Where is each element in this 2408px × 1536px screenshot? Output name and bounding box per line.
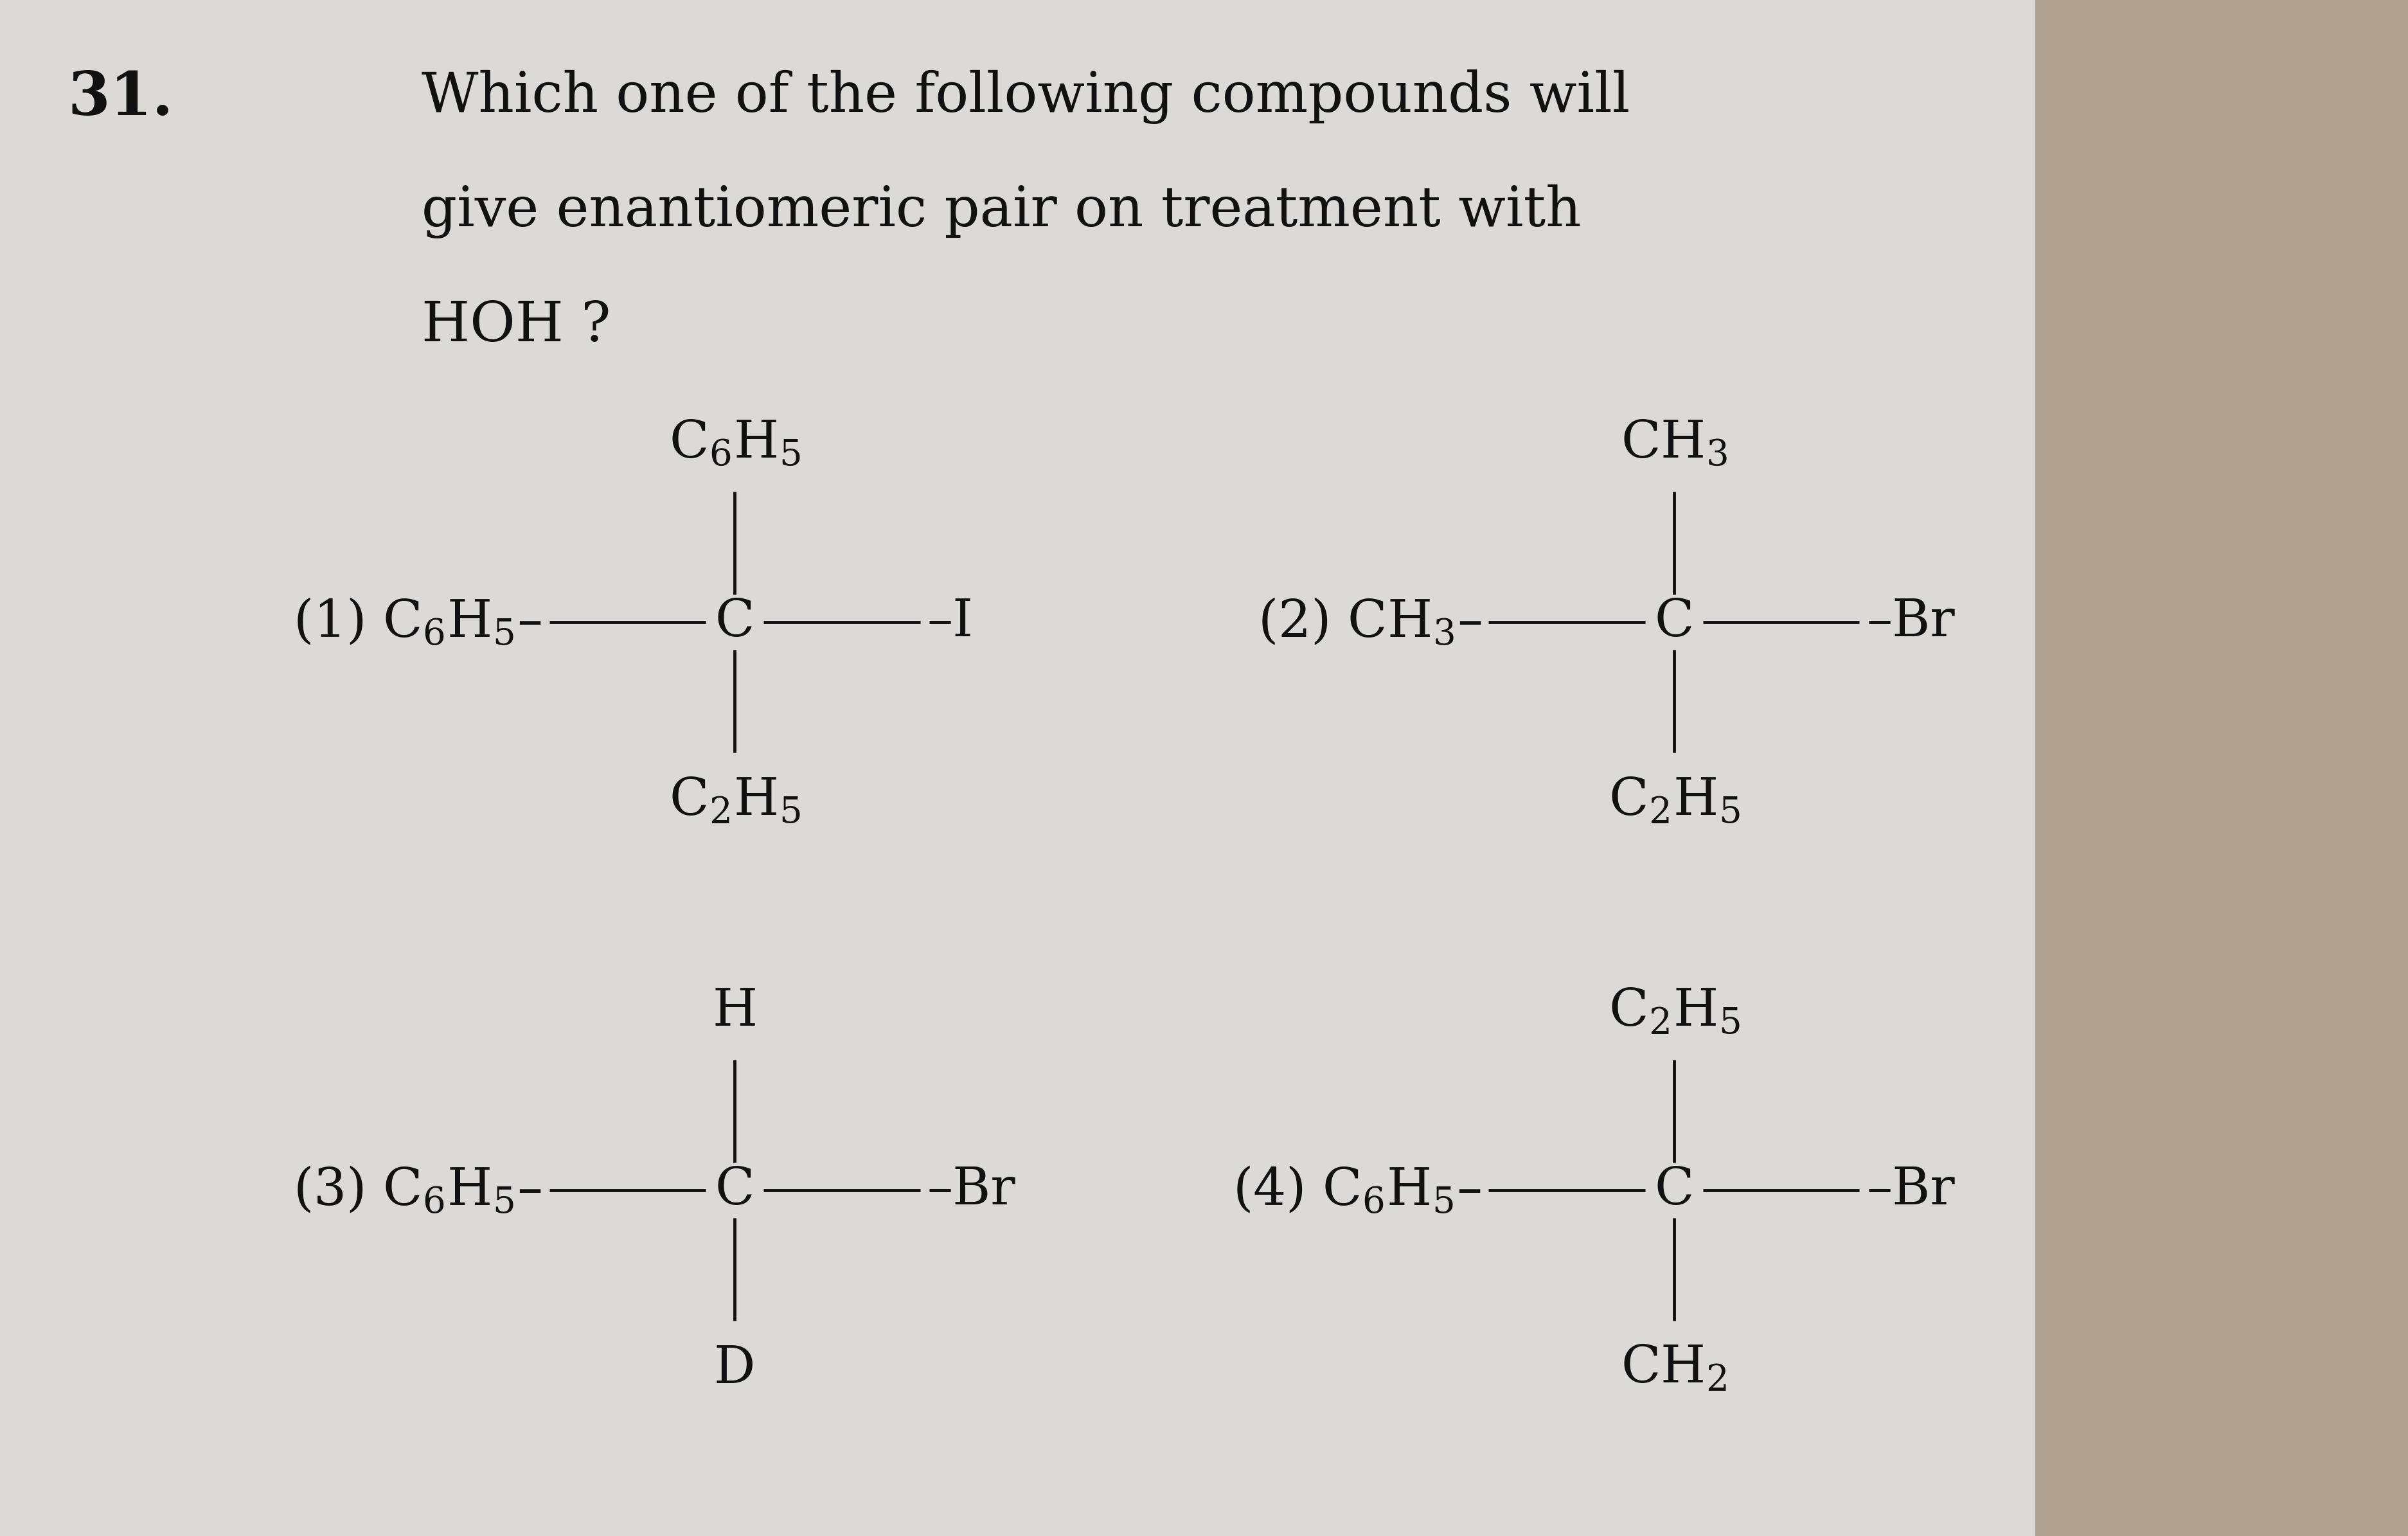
Text: $\mathregular{C_2H_5}$: $\mathregular{C_2H_5}$ [1609,986,1739,1037]
Text: $\mathregular{CH_2}$: $\mathregular{CH_2}$ [1621,1344,1727,1395]
Text: $\mathregular{C_2H_5}$: $\mathregular{C_2H_5}$ [1609,776,1739,826]
Text: Which one of the following compounds will: Which one of the following compounds wil… [421,69,1630,124]
Text: C: C [715,598,754,647]
FancyBboxPatch shape [2035,0,2408,1536]
Text: C: C [1654,1166,1693,1215]
Text: (3) $\mathregular{C_6H_5}$–: (3) $\mathregular{C_6H_5}$– [294,1164,542,1217]
Text: –Br: –Br [927,1166,1016,1215]
Text: C: C [1654,598,1693,647]
Text: HOH ?: HOH ? [421,300,612,353]
Text: D: D [713,1344,756,1395]
Text: (2) $\mathregular{CH_3}$–: (2) $\mathregular{CH_3}$– [1257,596,1481,648]
Text: (4) $\mathregular{C_6H_5}$–: (4) $\mathregular{C_6H_5}$– [1233,1164,1481,1217]
Text: –Br: –Br [1866,1166,1955,1215]
Text: (1) $\mathregular{C_6H_5}$–: (1) $\mathregular{C_6H_5}$– [294,596,542,648]
Text: C: C [715,1166,754,1215]
Text: 31.: 31. [67,69,173,127]
Text: $\mathregular{C_6H_5}$: $\mathregular{C_6H_5}$ [669,418,799,468]
Text: $\mathregular{CH_3}$: $\mathregular{CH_3}$ [1621,418,1727,468]
Text: give enantiomeric pair on treatment with: give enantiomeric pair on treatment with [421,184,1580,238]
FancyBboxPatch shape [0,0,2035,1536]
Text: –I: –I [927,598,973,647]
Text: H: H [713,986,756,1037]
Text: $\mathregular{C_2H_5}$: $\mathregular{C_2H_5}$ [669,776,799,826]
Text: –Br: –Br [1866,598,1955,647]
